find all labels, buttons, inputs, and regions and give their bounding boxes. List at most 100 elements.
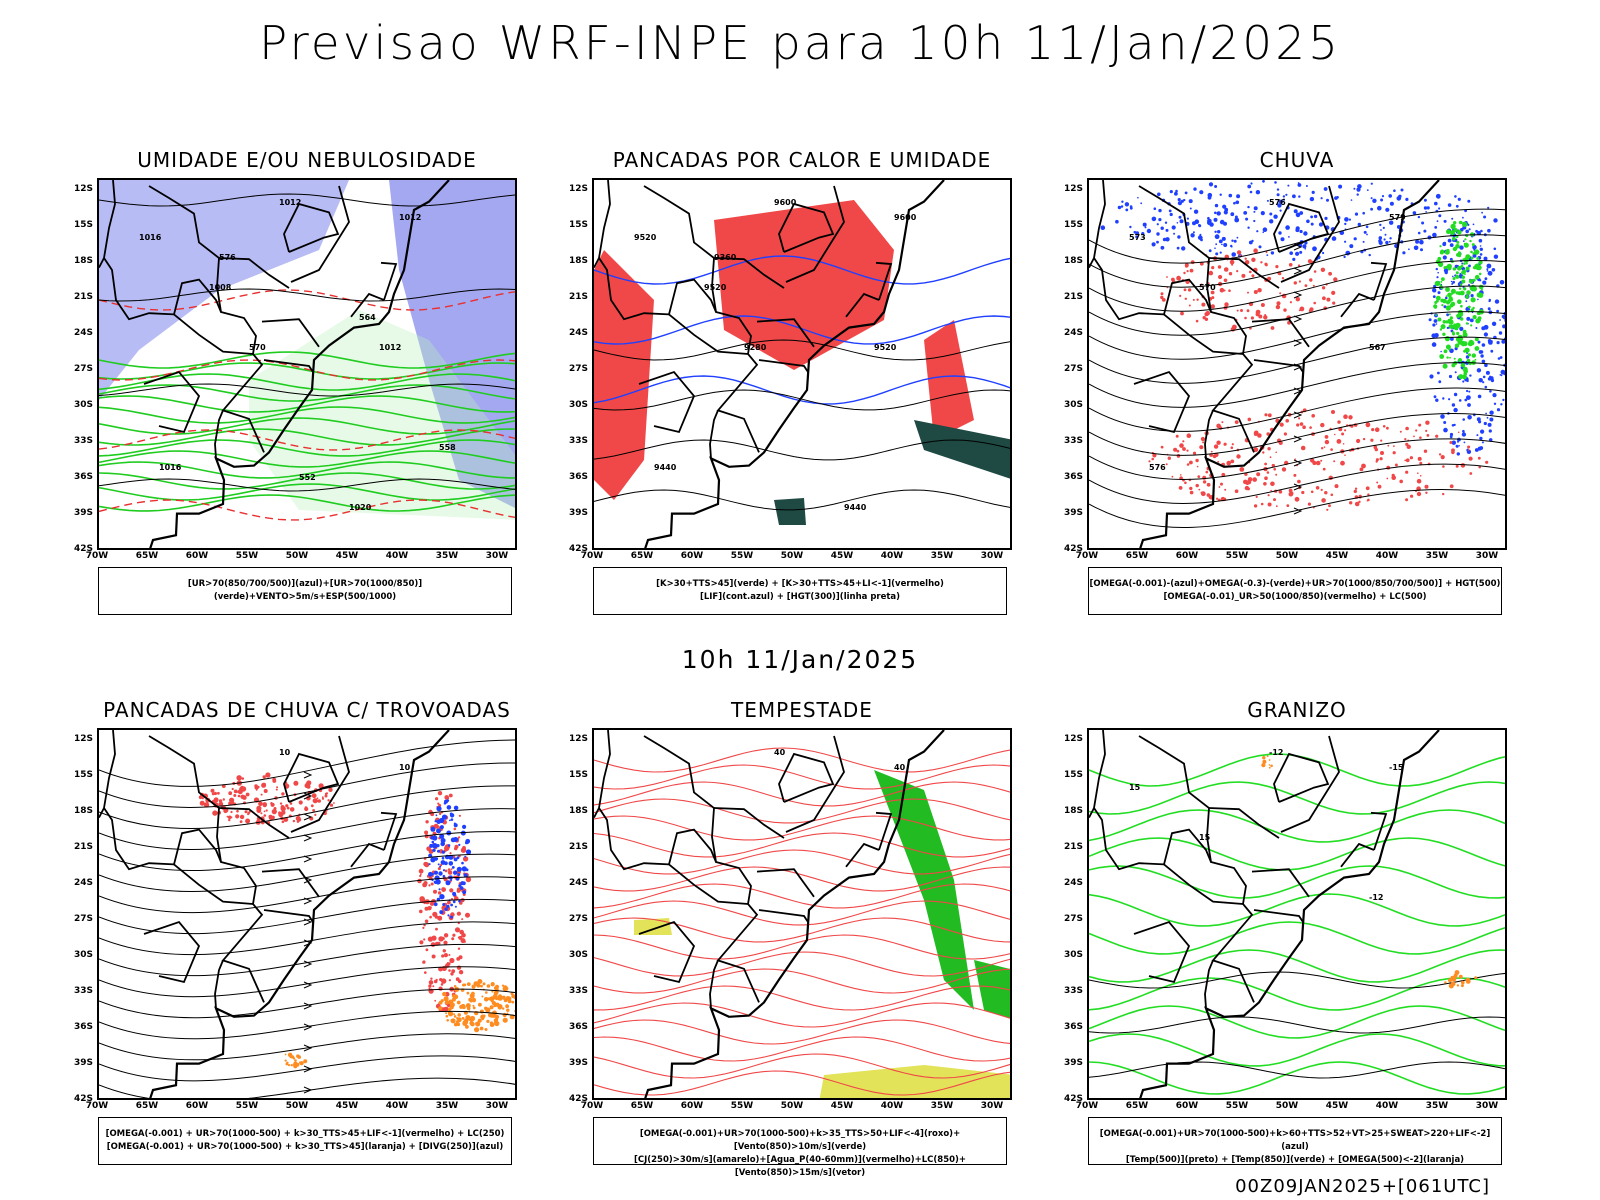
lat-tick-label: 15S <box>568 220 588 230</box>
thickness-red-contours <box>99 289 515 521</box>
thunder-red-speckle-dot <box>329 803 334 807</box>
thunder-red-speckle-dot <box>227 815 232 820</box>
lon-tick-label: 55W <box>730 1101 754 1111</box>
omega-red-speckle-dot <box>1315 460 1321 466</box>
omega-green-speckle-dot <box>1461 275 1465 279</box>
omega-red-speckle-dot <box>1379 457 1383 461</box>
omega-blue-speckle-dot <box>1366 233 1368 236</box>
thunder-orange-speckle-dot <box>503 997 506 1001</box>
lc250-streamlines-arrow <box>303 1023 313 1031</box>
thunder-orange-speckle-dot <box>495 997 499 1001</box>
omega-blue-speckle-dot <box>1177 235 1181 239</box>
omega-blue-speckle-dot <box>1151 216 1157 222</box>
thunder-red-speckle-east-dot <box>447 870 453 875</box>
thunder-red-speckle-dot <box>321 797 325 800</box>
thunder-red-speckle-dot <box>258 801 263 807</box>
omega500-orange-speckle-dot <box>1461 981 1464 984</box>
omega-green-speckle-dot <box>1459 283 1463 286</box>
legend-line: [Temp(500)](preto) + [Temp(850)](verde) … <box>1125 1155 1465 1165</box>
thickness-red-contours-line <box>99 359 515 381</box>
temp500-black-contours-line <box>1089 1061 1505 1079</box>
omega-green-speckle-dot <box>1442 332 1446 336</box>
thunder-red-speckle-east-dot <box>425 948 429 952</box>
omega-blue-speckle-dot <box>1164 221 1168 224</box>
omega-red-speckle-dot <box>1281 467 1287 472</box>
pwat-red-contours-line <box>594 1053 1010 1079</box>
omega-red-speckle-north-dot <box>1204 312 1209 317</box>
lat-tick-label: 39S <box>568 1058 588 1068</box>
omega-blue-speckle-east-dot <box>1499 356 1503 359</box>
omega-blue-speckle-dot <box>1164 238 1167 241</box>
hgt500-black-contours-line <box>1089 438 1505 480</box>
state-border <box>214 960 224 1009</box>
thunder-orange-speckle-dot <box>510 992 514 996</box>
thunder-red-speckle-dot <box>298 800 303 805</box>
state-border <box>263 359 314 373</box>
omega-blue-speckle-east-dot <box>1448 398 1451 401</box>
omega-red-speckle-north-dot <box>1160 295 1164 300</box>
omega-blue-speckle-dot <box>1223 210 1228 215</box>
thunder-red-speckle-east-dot <box>424 830 429 835</box>
thunder-red-speckle-east-dot <box>428 987 431 990</box>
omega-blue-speckle-east-dot <box>1470 294 1474 298</box>
thunder-blue-speckle-dot <box>434 870 438 875</box>
state-border <box>643 735 760 1003</box>
thunder-red-speckle-east-dot <box>447 962 451 966</box>
omega-red-speckle-dot <box>1374 447 1378 452</box>
state-border <box>713 807 785 839</box>
thunder-blue-speckle-dot <box>466 841 470 844</box>
omega-red-speckle-dot <box>1354 487 1358 490</box>
thunder-blue-speckle-dot <box>458 884 462 888</box>
omega-blue-speckle-east-dot <box>1459 273 1462 275</box>
thunder-orange-speckle-2-dot <box>290 1064 293 1067</box>
lat-tick-label: 36S <box>73 1022 93 1032</box>
thunder-red-speckle-east-dot <box>437 791 443 796</box>
omega-red-speckle-north-dot <box>1250 316 1254 320</box>
coastline <box>644 180 945 548</box>
omega-blue-speckle-dot <box>1175 189 1178 193</box>
thunder-blue-speckle-dot <box>452 891 457 896</box>
omega-blue-speckle-dot <box>1285 225 1290 230</box>
lat-tick-label: 12S <box>568 734 588 744</box>
omega-green-speckle-dot <box>1444 336 1450 342</box>
state-border <box>172 828 254 905</box>
omega-green-speckle-dot <box>1459 290 1465 296</box>
omega-red-speckle-dot <box>1416 491 1422 497</box>
omega-red-speckle-dot <box>1328 504 1331 508</box>
thunder-orange-speckle-dot <box>468 997 473 1002</box>
omega500-orange-speckle-dot <box>1465 979 1471 984</box>
lat-tick-label: 18S <box>1063 806 1083 816</box>
thunder-blue-speckle-dot <box>441 856 445 860</box>
hgt300-black-contours-line <box>594 339 1010 361</box>
omega-red-speckle-north-dot <box>1312 284 1315 287</box>
omega-blue-speckle-east-dot <box>1494 299 1500 304</box>
omega-red-speckle-north-dot <box>1326 297 1331 302</box>
thunder-blue-speckle-dot <box>431 872 434 876</box>
lat-tick-label: 18S <box>73 256 93 266</box>
omega-blue-speckle-dot <box>1141 232 1145 236</box>
lon-tick-label: 55W <box>1225 1101 1249 1111</box>
omega-green-speckle-dot <box>1478 284 1484 290</box>
omega-blue-speckle <box>1100 180 1498 261</box>
omega-red-speckle-north-dot <box>1332 301 1336 305</box>
lat-tick-label: 12S <box>568 184 588 194</box>
lat-tick-label: 27S <box>1063 364 1083 374</box>
omega-blue-speckle-east-dot <box>1466 316 1471 321</box>
thunder-blue-speckle-dot <box>458 899 461 903</box>
omega-red-speckle-dot <box>1410 494 1414 498</box>
thunder-red-speckle-east-dot <box>447 900 451 905</box>
omega-blue-speckle-dot <box>1171 225 1176 230</box>
omega-blue-speckle-dot <box>1135 235 1138 239</box>
omega-green-speckle-dot <box>1466 358 1471 363</box>
omega-red-speckle-dot <box>1294 458 1296 461</box>
thunder-red-speckle-dot <box>226 815 229 818</box>
omega-green-speckle-dot <box>1474 249 1480 255</box>
humidity-green-contours-line <box>99 406 515 424</box>
omega-red-speckle-dot <box>1151 457 1154 461</box>
thunder-orange-speckle-dot <box>472 1004 475 1007</box>
thunder-blue-speckle-dot <box>431 840 435 844</box>
state-border <box>1280 185 1340 283</box>
thunder-blue-speckle-dot <box>439 833 445 839</box>
hgt500-black-contours-line <box>1089 336 1505 384</box>
